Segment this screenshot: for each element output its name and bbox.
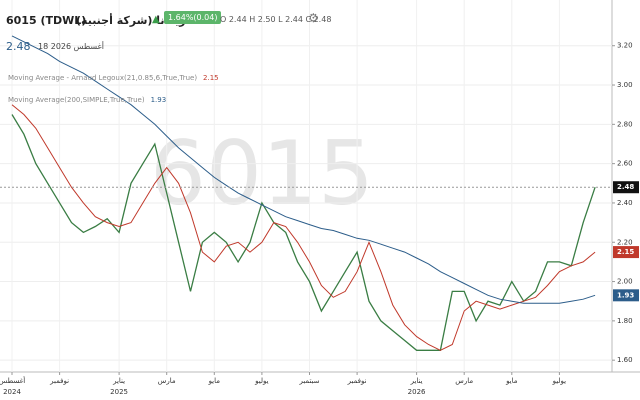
axis-panel — [612, 0, 640, 400]
date: 18 أغسطس 2026 — [38, 42, 104, 51]
ohlc: O 2.44 H 2.50 L 2.44 C 2.48 — [220, 15, 332, 24]
x-tick-label: نوفمبر — [49, 377, 69, 385]
up-arrow: ▲ — [152, 14, 160, 25]
x-tick-year: 2024 — [3, 388, 21, 396]
x-tick-label: مارس — [158, 377, 176, 385]
y-tick-label: 1.80 — [617, 317, 633, 325]
y-tick-label: 2.20 — [617, 238, 633, 246]
legend-label: Moving Average(200,SIMPLE,True,True) — [8, 96, 145, 104]
legend-value: 1.93 — [151, 96, 167, 104]
price-tag — [613, 181, 639, 194]
change-badge: 1.64%(0.04) — [164, 11, 222, 24]
y-tick-label: 2.60 — [617, 160, 633, 168]
price-tag — [613, 246, 639, 259]
x-tick-label: يوليو — [552, 377, 566, 385]
last-price: 2.48 — [6, 40, 31, 53]
y-tick-label: 3.00 — [617, 81, 633, 89]
moving-average-line — [11, 104, 596, 351]
price-tag-label: 1.93 — [617, 291, 634, 299]
y-tick-label: 2.00 — [617, 278, 633, 286]
y-tick-label: 2.80 — [617, 120, 633, 128]
settings-icon[interactable]: ⚙ — [308, 11, 319, 25]
x-tick-label: يناير — [112, 377, 125, 385]
y-tick-label: 2.40 — [617, 199, 633, 207]
x-tick-label: يناير — [410, 377, 423, 385]
x-tick-label: مايو — [505, 377, 518, 385]
price-tag-label: 2.48 — [617, 183, 634, 191]
price-tag — [613, 289, 639, 302]
x-tick-label: سبتمبر — [298, 377, 319, 385]
y-tick-label: 3.20 — [617, 42, 633, 50]
price-tag-label: 2.15 — [617, 248, 634, 256]
symbol: 6015 (TDWL) — [6, 14, 87, 27]
x-tick-label: مارس — [455, 377, 473, 385]
legend-label: Moving Average - Arnaud Legoux(21,0.85,6… — [8, 74, 197, 82]
legend-value: 2.15 — [203, 74, 219, 82]
moving-average-line — [11, 35, 596, 304]
x-tick-year: 2026 — [408, 388, 426, 396]
price-line — [11, 114, 596, 351]
y-tick-label: 1.60 — [617, 356, 633, 364]
x-tick-label: نوفمبر — [347, 377, 367, 385]
x-tick-label: يوليو — [254, 377, 268, 385]
x-tick-label: مايو — [208, 377, 221, 385]
x-tick-year: 2025 — [110, 388, 128, 396]
x-tick-label: أغسطس — [0, 376, 25, 385]
